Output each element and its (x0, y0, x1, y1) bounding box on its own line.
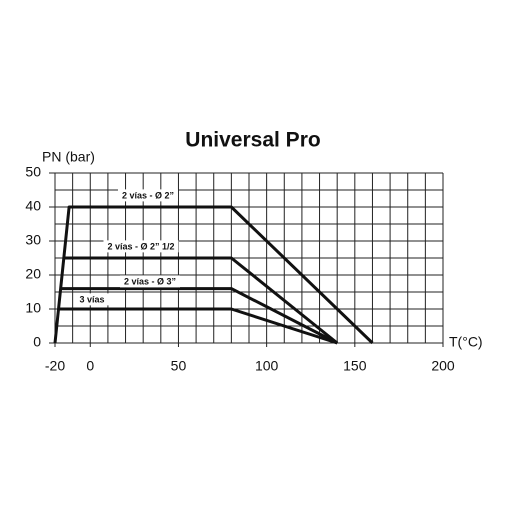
x-tick-label: 150 (343, 358, 367, 374)
series-line (63, 256, 339, 345)
y-tick-label: 30 (25, 232, 41, 248)
series-line (60, 287, 338, 345)
chart-title: Universal Pro (185, 129, 320, 152)
x-tick-label: 200 (431, 358, 455, 374)
x-tick-label: 50 (171, 358, 187, 374)
series-label: 2 vías - Ø 2” 1/2 (107, 241, 174, 251)
y-tick-label: 50 (25, 164, 41, 180)
series-line (58, 307, 338, 345)
y-tick-label: 0 (33, 334, 41, 350)
y-axis-label: PN (bar) (42, 149, 95, 165)
series-label: 3 vías (79, 294, 104, 304)
series-line (53, 205, 374, 345)
y-tick-label: 40 (25, 198, 41, 214)
series-label: 2 vías - Ø 3” (124, 276, 176, 286)
y-tick-label: 20 (25, 266, 41, 282)
label-box (117, 189, 179, 202)
x-tick-label: -20 (45, 358, 65, 374)
x-tick-label: 0 (86, 358, 94, 374)
label-box (119, 275, 181, 288)
label-box (75, 293, 109, 306)
y-tick-label: 10 (25, 300, 41, 316)
x-axis-label: T(°C) (449, 334, 483, 350)
x-tick-label: 100 (255, 358, 279, 374)
series-label: 2 vías - Ø 2” (122, 190, 174, 200)
label-box (103, 240, 179, 253)
